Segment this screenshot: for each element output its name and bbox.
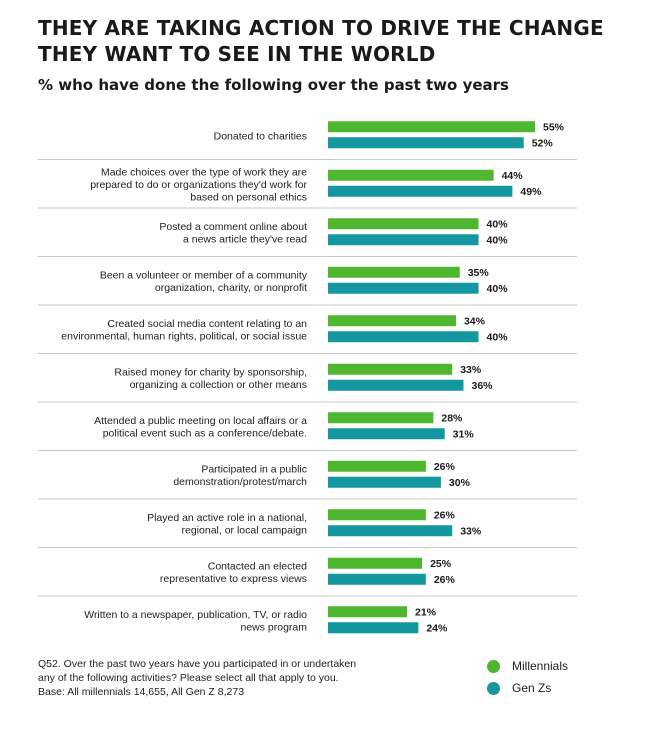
legend-swatch-millennials [487,659,500,673]
bar-millennials [328,460,426,472]
value-label-millennials: 26% [434,509,456,521]
value-label-millennials: 28% [441,412,463,424]
value-label-millennials: 44% [502,170,524,182]
category-label-line: prepared to do or organizations they'd w… [90,179,307,191]
category-label: Created social media content relating to… [61,318,307,343]
value-label-millennials: 35% [468,267,490,279]
chart-title-line-2: THEY WANT TO SEE IN THE WORLD [38,42,436,66]
category-label: Written to a newspaper, publication, TV,… [84,609,307,634]
value-label-genz: 40% [487,234,509,246]
bar-millennials [328,169,494,181]
footnote-line-2: any of the following activities? Please … [38,672,339,684]
value-label-genz: 24% [426,622,448,634]
legend-label-genz: Gen Zs [512,681,552,695]
category-label-line: news program [240,622,307,634]
bar-genz [328,379,464,391]
bar-millennials [328,363,453,375]
category-label-line: environmental, human rights, political, … [61,331,307,343]
value-label-genz: 31% [453,428,475,440]
chart-legend: Millennials Gen Zs [487,655,568,699]
value-label-genz: 40% [487,283,509,295]
category-label: Played an active role in a national, regi… [147,512,307,537]
category-label-line: Contacted an elected [208,561,307,573]
footnote: Q52. Over the past two years have you pa… [38,657,438,699]
category-label: Made choices over the type of work they … [90,166,307,203]
bar-genz [328,282,479,294]
bar-chart: Donated to charities 55% 52% Made choices o… [38,121,577,634]
category-label-line: Attended a public meeting on local affai… [94,415,307,427]
bar-millennials [328,315,456,327]
category-label: Contacted an elected representative to ex… [160,561,307,586]
value-label-millennials: 33% [460,364,482,376]
category-label-line: Raised money for charity by sponsorship, [114,367,307,379]
category-label-line: organization, charity, or nonprofit [155,282,307,294]
value-label-genz: 30% [449,477,471,489]
value-label-millennials: 55% [543,121,565,133]
value-label-millennials: 34% [464,315,486,327]
bar-genz [328,622,419,634]
category-label: Been a volunteer or member of a communit… [100,270,308,295]
category-label: Posted a comment online about a news arti… [159,221,307,246]
category-label-line: Participated in a public [201,464,307,476]
bar-millennials [328,606,408,618]
category-label-line: Played an active role in a national, [147,512,307,524]
value-label-millennials: 26% [434,461,456,473]
category-label-line: regional, or local campaign [182,525,308,537]
value-label-genz: 49% [520,186,542,198]
category-label: Participated in a public demonstration/pr… [173,464,307,489]
bar-millennials [328,218,479,230]
legend-label-millennials: Millennials [512,659,569,673]
bar-genz [328,331,479,343]
category-label-line: demonstration/protest/march [173,476,307,488]
bar-millennials [328,412,434,424]
legend-item-millennials: Millennials [487,655,568,677]
value-label-millennials: 25% [430,558,452,570]
bar-genz [328,428,445,440]
category-label-line: Written to a newspaper, publication, TV,… [84,609,307,621]
value-label-genz: 36% [471,380,493,392]
bar-genz [328,137,524,149]
category-label-line: Created social media content relating to… [107,318,307,330]
bar-genz [328,573,426,585]
category-label-line: a news article they've read [183,234,307,246]
chart-subtitle: % who have done the following over the p… [38,76,509,94]
value-label-genz: 40% [487,331,509,343]
footnote-line-1: Q52. Over the past two years have you pa… [38,658,357,670]
footnote-line-3: Base: All millennials 14,655, All Gen Z … [38,686,245,698]
value-label-genz: 33% [460,525,482,537]
category-label-line: Made choices over the type of work they … [101,166,307,178]
category-label: Attended a public meeting on local affai… [94,415,307,440]
legend-swatch-genz [487,681,500,695]
category-label-line: organizing a collection or other means [130,379,307,391]
bar-millennials [328,266,460,278]
bar-genz [328,476,441,488]
category-label-line: political event such as a conference/deb… [103,428,307,440]
category-label-line: Been a volunteer or member of a communit… [100,270,308,282]
category-label-line: Posted a comment online about [159,221,307,233]
bar-millennials [328,557,423,569]
category-label-line: representative to express views [160,573,307,585]
value-label-genz: 26% [434,574,456,586]
bar-millennials [328,509,426,521]
value-label-millennials: 21% [415,606,437,618]
bar-genz [328,525,453,537]
value-label-genz: 52% [532,137,554,149]
category-label: Donated to charities [214,130,307,142]
bar-genz [328,234,479,246]
value-label-millennials: 40% [487,218,509,230]
legend-item-genz: Gen Zs [487,677,568,699]
category-label-line: Donated to charities [214,130,307,142]
bar-millennials [328,121,535,133]
bar-genz [328,185,513,197]
category-label: Raised money for charity by sponsorship,… [114,367,307,392]
chart-title-line-1: THEY ARE TAKING ACTION TO DRIVE THE CHAN… [38,16,604,40]
category-label-line: based on personal ethics [190,191,307,203]
chart-title: THEY ARE TAKING ACTION TO DRIVE THE CHAN… [38,15,638,67]
